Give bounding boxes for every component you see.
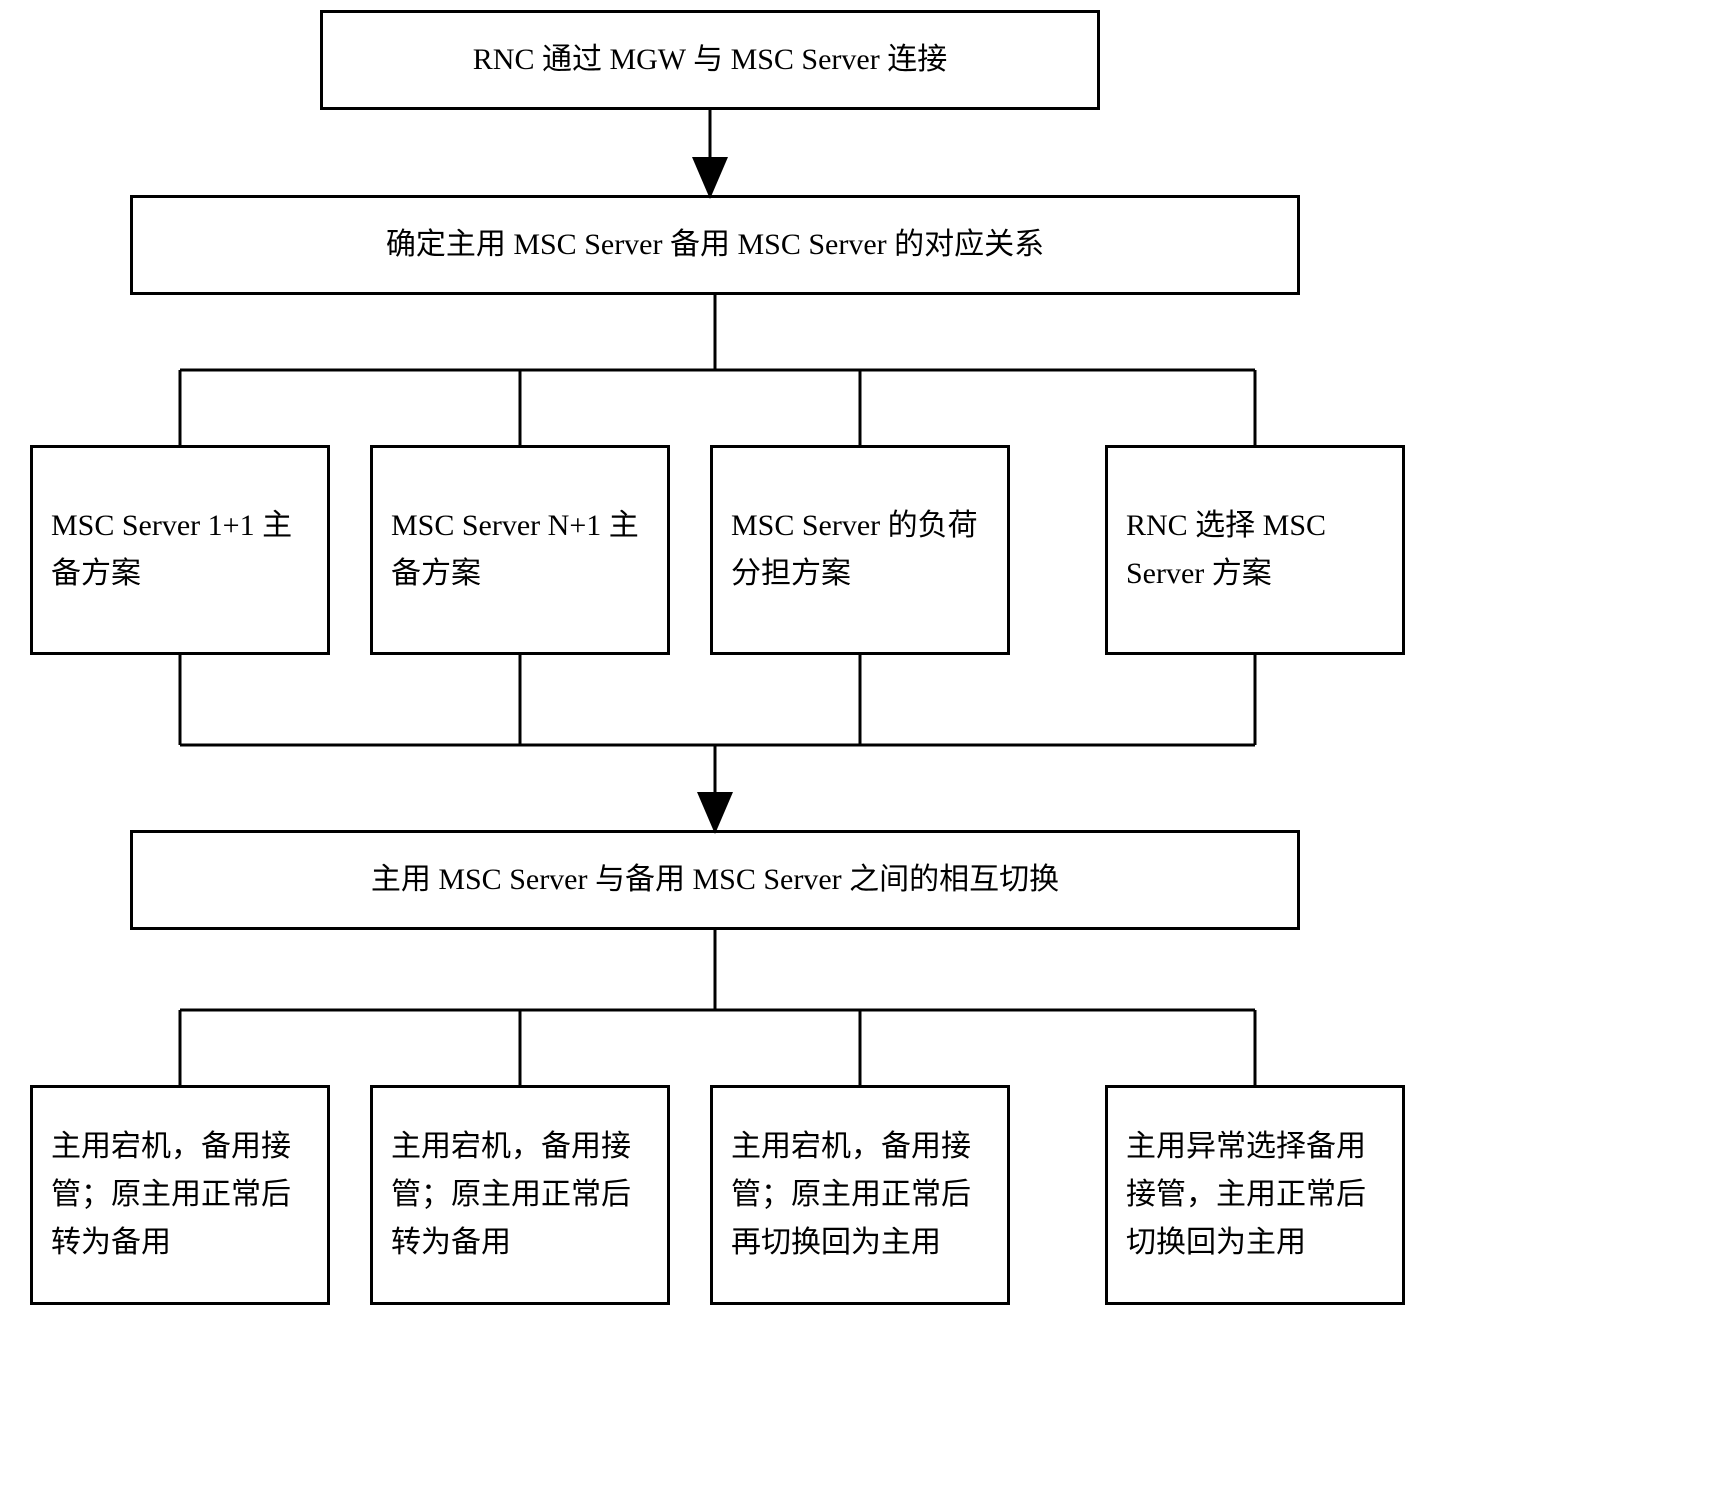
node-outcome-d-label: 主用异常选择备用接管，主用正常后切换回为主用	[1126, 1123, 1384, 1267]
node-scheme-load-share: MSC Server 的负荷分担方案	[710, 445, 1010, 655]
node-scheme-rnc-select: RNC 选择 MSC Server 方案	[1105, 445, 1405, 655]
node-step-1: RNC 通过 MGW 与 MSC Server 连接	[320, 10, 1100, 110]
node-scheme-rnc-select-label: RNC 选择 MSC Server 方案	[1126, 502, 1384, 598]
node-outcome-d: 主用异常选择备用接管，主用正常后切换回为主用	[1105, 1085, 1405, 1305]
node-step-4: 主用 MSC Server 与备用 MSC Server 之间的相互切换	[130, 830, 1300, 930]
node-scheme-1plus1-label: MSC Server 1+1 主备方案	[51, 502, 309, 598]
node-step-4-label: 主用 MSC Server 与备用 MSC Server 之间的相互切换	[371, 856, 1059, 904]
node-outcome-c: 主用宕机，备用接管；原主用正常后再切换回为主用	[710, 1085, 1010, 1305]
node-scheme-nplus1: MSC Server N+1 主备方案	[370, 445, 670, 655]
node-outcome-a-label: 主用宕机，备用接管；原主用正常后转为备用	[51, 1123, 309, 1267]
node-step-1-label: RNC 通过 MGW 与 MSC Server 连接	[473, 36, 947, 84]
node-step-2: 确定主用 MSC Server 备用 MSC Server 的对应关系	[130, 195, 1300, 295]
node-scheme-load-share-label: MSC Server 的负荷分担方案	[731, 502, 989, 598]
node-scheme-nplus1-label: MSC Server N+1 主备方案	[391, 502, 649, 598]
node-step-2-label: 确定主用 MSC Server 备用 MSC Server 的对应关系	[386, 221, 1044, 269]
node-scheme-1plus1: MSC Server 1+1 主备方案	[30, 445, 330, 655]
node-outcome-c-label: 主用宕机，备用接管；原主用正常后再切换回为主用	[731, 1123, 989, 1267]
node-outcome-b: 主用宕机，备用接管；原主用正常后转为备用	[370, 1085, 670, 1305]
node-outcome-b-label: 主用宕机，备用接管；原主用正常后转为备用	[391, 1123, 649, 1267]
node-outcome-a: 主用宕机，备用接管；原主用正常后转为备用	[30, 1085, 330, 1305]
